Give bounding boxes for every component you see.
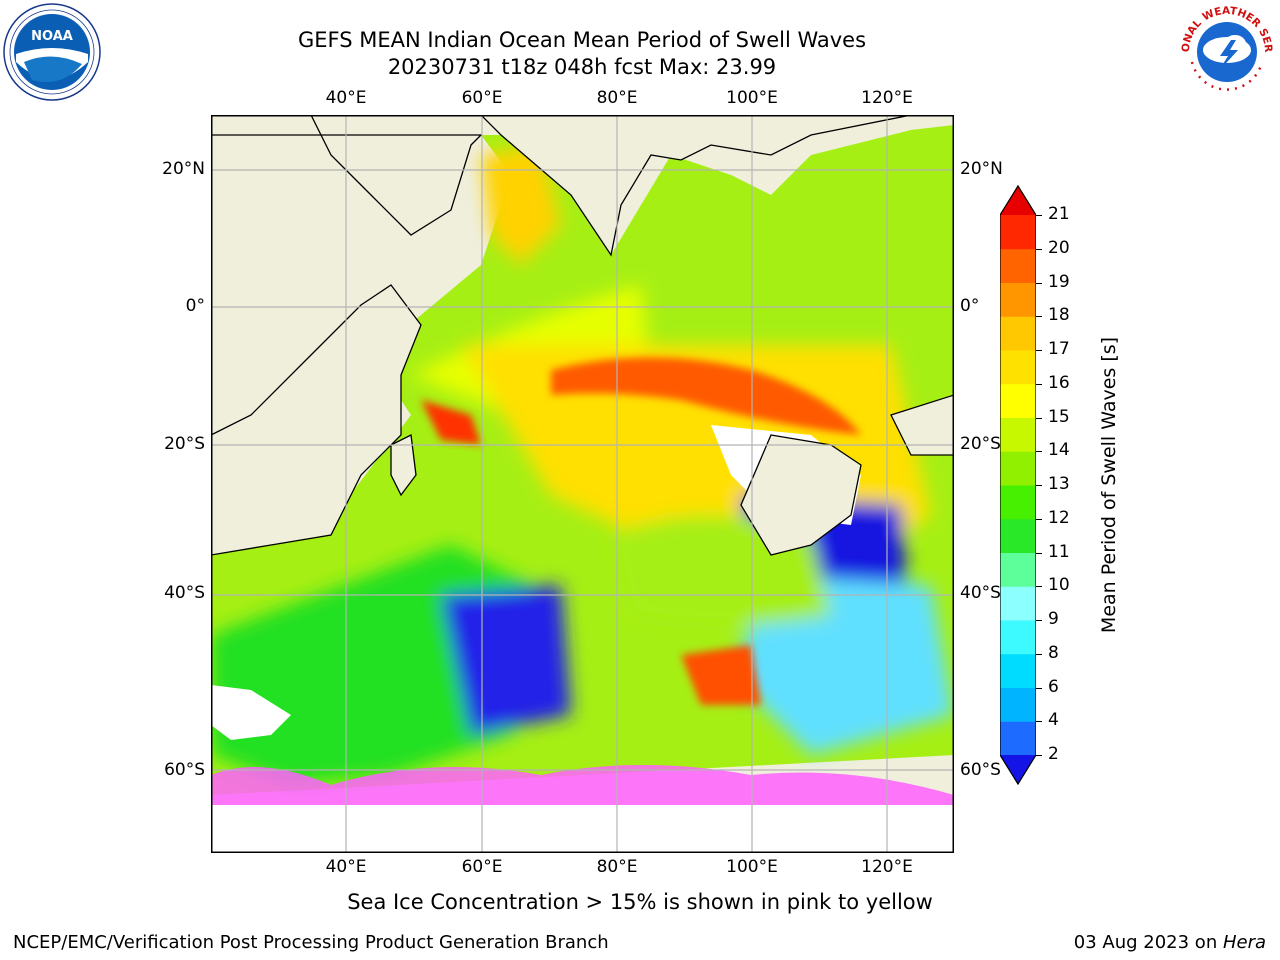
colorbar-tick-label: 8 xyxy=(1048,642,1059,663)
colorbar-label: Mean Period of Swell Waves [s] xyxy=(1098,336,1120,634)
colorbar-segment xyxy=(1000,417,1036,452)
field-southern-max xyxy=(681,645,761,705)
lon-tick-bottom: 120°E xyxy=(861,857,913,877)
colorbar-segment xyxy=(1000,316,1036,351)
footer-date: 03 Aug 2023 on Hera xyxy=(1074,932,1266,953)
colorbar-segment xyxy=(1000,248,1036,283)
lat-tick-left: 0° xyxy=(185,296,205,316)
colorbar-tick-mark xyxy=(1036,451,1042,453)
colorbar-tick-label: 17 xyxy=(1048,339,1070,359)
colorbar-segment xyxy=(1000,653,1036,688)
colorbar-tick-mark xyxy=(1036,755,1042,757)
colorbar-tick-label: 16 xyxy=(1048,372,1070,393)
colorbar-tick-mark xyxy=(1036,620,1042,622)
colorbar-segment xyxy=(1000,586,1036,621)
colorbar-tick-label: 19 xyxy=(1048,271,1070,292)
map-panel xyxy=(211,115,954,853)
colorbar-tick-label: 13 xyxy=(1048,474,1070,494)
lat-tick-right: 20°S xyxy=(960,434,1001,454)
colorbar-segment xyxy=(1000,518,1036,553)
colorbar-segment xyxy=(1000,451,1036,486)
lon-tick-top: 120°E xyxy=(861,88,913,108)
field-arabian-yellow xyxy=(481,145,561,265)
colorbar-tick-label: 9 xyxy=(1048,609,1059,629)
field-madagascar-max xyxy=(421,400,481,445)
colorbar-over-triangle xyxy=(1000,185,1036,215)
colorbar-tick-label: 12 xyxy=(1048,507,1070,528)
colorbar xyxy=(999,184,1037,786)
colorbar-tick-label: 18 xyxy=(1048,305,1070,326)
colorbar-svg xyxy=(999,184,1037,786)
colorbar-tick-label: 6 xyxy=(1048,676,1059,697)
colorbar-tick-mark xyxy=(1036,721,1042,723)
colorbar-tick-mark xyxy=(1036,316,1042,318)
colorbar-segment xyxy=(1000,485,1036,520)
colorbar-tick-mark xyxy=(1036,282,1042,284)
lat-tick-left: 40°S xyxy=(164,583,205,603)
colorbar-segment xyxy=(1000,383,1036,418)
sea-ice-edge-pink xyxy=(211,765,954,805)
nws-logo: NATIONAL WEATHER SERVICE xyxy=(1172,0,1278,102)
footer-date-text: 03 Aug 2023 on xyxy=(1073,932,1223,953)
map-title: GEFS MEAN Indian Ocean Mean Period of Sw… xyxy=(297,28,867,52)
graticule xyxy=(211,115,954,853)
colorbar-tick-mark xyxy=(1036,417,1042,419)
swell-period-field xyxy=(211,125,954,805)
colorbar-ticks: 2 4 6 8 9 10 11 12 13 14 15 16 17 18 19 20 21 xyxy=(1036,0,1096,960)
colorbar-segment xyxy=(1000,721,1036,756)
colorbar-under-triangle xyxy=(1000,755,1036,785)
colorbar-segment xyxy=(1000,350,1036,385)
colorbar-tick-mark xyxy=(1036,653,1042,655)
colorbar-tick-mark xyxy=(1036,586,1042,588)
lat-tick-right: 0° xyxy=(960,296,980,316)
lat-tick-right: 20°N xyxy=(960,159,1003,179)
colorbar-segment xyxy=(1000,282,1036,317)
noaa-logo-text: NOAA xyxy=(31,29,73,44)
lat-tick-right: 60°S xyxy=(960,760,1001,780)
colorbar-tick-mark xyxy=(1036,687,1042,689)
colorbar-tick-mark xyxy=(1036,383,1042,385)
lon-tick-bottom: 100°E xyxy=(726,857,778,877)
lon-tick-bottom: 40°E xyxy=(325,857,367,877)
colorbar-segment xyxy=(1000,687,1036,722)
field-kerguelen-blue xyxy=(441,585,571,735)
field-swell-max-band xyxy=(551,357,861,435)
colorbar-tick-label: 15 xyxy=(1048,406,1070,427)
colorbar-tick-mark xyxy=(1036,350,1042,352)
lat-tick-left: 20°S xyxy=(164,434,205,454)
map-subtitle: 20230731 t18z 048h fcst Max: 23.99 xyxy=(387,55,777,79)
map-svg xyxy=(211,115,954,853)
lon-tick-bottom: 80°E xyxy=(596,857,638,877)
colorbar-tick-label: 14 xyxy=(1048,440,1070,461)
colorbar-segment xyxy=(1000,620,1036,655)
footer-host: Hera xyxy=(1222,932,1266,953)
lat-tick-left: 20°N xyxy=(162,159,205,179)
lat-tick-left: 60°S xyxy=(164,760,205,780)
colorbar-tick-mark xyxy=(1036,485,1042,487)
lon-tick-bottom: 60°E xyxy=(461,857,503,877)
lon-tick-top: 80°E xyxy=(596,88,638,108)
colorbar-tick-label: 4 xyxy=(1048,710,1059,731)
colorbar-tick-label: 10 xyxy=(1048,575,1070,596)
noaa-logo: NOAA xyxy=(2,2,102,102)
colorbar-tick-mark xyxy=(1036,518,1042,520)
map-frame xyxy=(211,115,954,853)
colorbar-tick-label: 21 xyxy=(1048,204,1070,224)
colorbar-tick-label: 11 xyxy=(1048,541,1070,562)
lon-tick-top: 60°E xyxy=(461,88,503,108)
colorbar-segment xyxy=(1000,215,1036,250)
footer-credit: NCEP/EMC/Verification Post Processing Pr… xyxy=(13,932,609,953)
lon-tick-top: 100°E xyxy=(726,88,778,108)
coastlines xyxy=(211,115,954,556)
colorbar-tick-label: 2 xyxy=(1048,744,1059,764)
colorbar-tick-mark xyxy=(1036,248,1042,250)
lat-tick-right: 40°S xyxy=(960,583,1001,603)
colorbar-tick-mark xyxy=(1036,215,1042,217)
colorbar-tick-label: 20 xyxy=(1048,237,1070,258)
sea-ice-note: Sea Ice Concentration > 15% is shown in … xyxy=(347,890,933,914)
lon-tick-top: 40°E xyxy=(325,88,367,108)
colorbar-tick-mark xyxy=(1036,552,1042,554)
colorbar-segment xyxy=(1000,552,1036,587)
